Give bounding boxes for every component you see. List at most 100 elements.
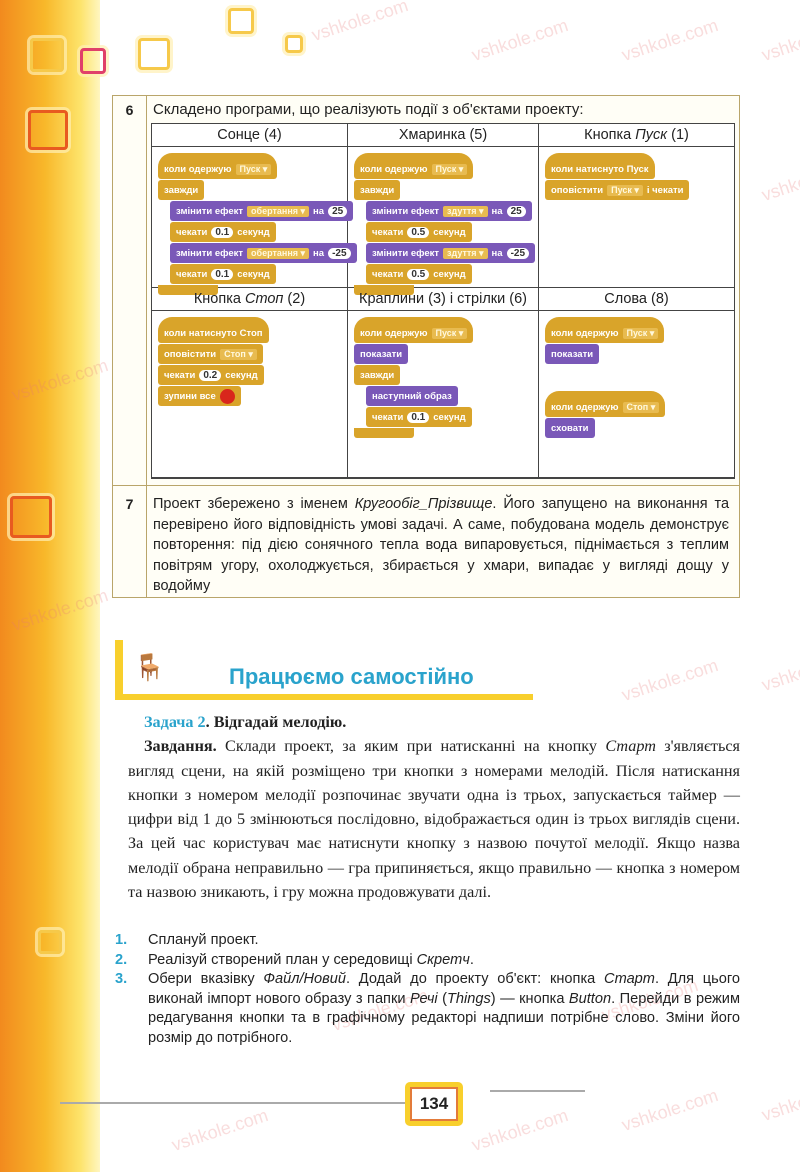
scratch-block: зупини все: [158, 386, 241, 406]
task-text: Задача 2. Відгадай мелодію. Завдання. Ск…: [128, 713, 740, 902]
block-text: чекати: [372, 268, 404, 280]
block-text: секунд: [433, 411, 466, 423]
block-text: змінити ефект: [372, 205, 440, 217]
block-text: секунд: [225, 369, 258, 381]
block-text: завжди: [360, 184, 395, 196]
block-number-input: 0.5: [407, 268, 430, 280]
block-text: на: [491, 247, 503, 259]
script-cell: коли натиснуто Пуск оповістити Пуск ▾ і чек…: [539, 147, 734, 288]
block-text: змінити ефект: [176, 205, 244, 217]
watermark: vshkole.com: [619, 1085, 721, 1135]
block-number-input: 0.5: [407, 226, 430, 238]
decorative-side-band: [0, 0, 100, 1172]
block-text: чекати: [372, 226, 404, 238]
block-text: змінити ефект: [372, 247, 440, 259]
scratch-script: коли одержую Пуск ▾ показати коли одержую Ст…: [545, 317, 666, 439]
block-text: коли одержую: [360, 163, 428, 175]
scratch-block: показати: [354, 344, 409, 364]
decor-square: [38, 930, 62, 954]
block-text: сховати: [551, 422, 589, 434]
watermark: vshkole.com: [169, 1105, 271, 1155]
block-number-input: -25: [328, 247, 351, 259]
block-text: чекати: [176, 226, 208, 238]
watermark: vshkole.com: [759, 645, 800, 695]
scratch-block: чекати 0.5 секунд: [366, 222, 472, 242]
header-text: Кнопка: [193, 291, 245, 307]
script-gap: [545, 365, 665, 391]
c-block-end: [354, 285, 414, 295]
block-text: коли натиснуто Стоп: [164, 327, 263, 339]
script-cell: коли одержую Пуск ▾ завжди змінити ефект обе…: [152, 147, 357, 295]
block-number-input: 0.1: [211, 226, 234, 238]
block-dropdown: обертання ▾: [247, 247, 310, 259]
decor-square: [228, 8, 254, 34]
stop-icon: [219, 388, 235, 404]
block-dropdown: Пуск ▾: [622, 327, 659, 339]
scratch-script: коли натиснуто Пуск оповістити Пуск ▾ і чек…: [545, 153, 690, 201]
decor-square: [285, 35, 303, 53]
block-dropdown: обертання ▾: [247, 205, 310, 217]
row-7-text: Проект збережено з іменем Кругообіг_Пріз…: [153, 496, 730, 594]
block-text: показати: [360, 348, 403, 360]
script-cell: коли одержую Пуск ▾ завжди змінити ефект зду…: [348, 147, 539, 295]
block-text: оповістити: [164, 348, 217, 360]
block-text: на: [491, 205, 503, 217]
scratch-block: коли одержую Пуск ▾: [158, 153, 278, 179]
decor-line: [490, 1090, 585, 1092]
scratch-block: коли натиснуто Стоп: [158, 317, 269, 343]
block-text: на: [313, 247, 325, 259]
row-number: 6: [125, 102, 134, 118]
scripts-grid: Сонце (4) Хмаринка (5) Кнопка Пуск (1) коли…: [151, 123, 735, 479]
scratch-block: оповістити Стоп ▾: [158, 344, 263, 364]
decor-square: [30, 38, 64, 72]
scratch-block: коли одержую Стоп ▾: [545, 391, 666, 417]
scratch-block: показати: [545, 344, 600, 364]
block-dropdown: Пуск ▾: [431, 163, 468, 175]
block-dropdown: Пуск ▾: [235, 163, 272, 175]
block-text: коли одержую: [551, 327, 619, 339]
c-block-end: [158, 285, 218, 295]
decor-square: [80, 48, 106, 74]
column-header: Хмаринка (5): [348, 124, 539, 147]
section-title: Працюємо самостійно: [229, 664, 474, 689]
header-text: Кнопка: [584, 127, 636, 143]
scratch-block: змінити ефект обертання ▾ на 25: [170, 201, 354, 221]
watermark: vshkole.com: [619, 655, 721, 705]
block-text: коли одержую: [164, 163, 232, 175]
watermark: vshkole.com: [759, 15, 800, 65]
block-text: секунд: [433, 268, 466, 280]
block-text: чекати: [372, 411, 404, 423]
block-text: оповістити: [551, 184, 604, 196]
block-dropdown: Пуск ▾: [431, 327, 468, 339]
scratch-block: змінити ефект здуття ▾ на 25: [366, 201, 532, 221]
scratch-block: коли одержую Пуск ▾: [354, 153, 474, 179]
watermark: vshkole.com: [619, 15, 721, 65]
scratch-block: сховати: [545, 418, 595, 438]
block-number-input: 25: [328, 205, 348, 217]
page-number: 134: [405, 1082, 463, 1126]
steps-list: 1. Сплануй проект. 2. Реалізуй створений п…: [115, 931, 740, 1048]
scratch-block: коли одержую Пуск ▾: [354, 317, 474, 343]
scratch-block: чекати 0.1 секунд: [366, 407, 472, 427]
column-header: Сонце (4): [152, 124, 348, 147]
script-cell: коли одержую Пуск ▾ показати завжди наступни…: [348, 311, 539, 478]
block-text: коли натиснуто Пуск: [551, 163, 649, 175]
block-text: на: [313, 205, 325, 217]
scratch-block: змінити ефект обертання ▾ на -25: [170, 243, 357, 263]
c-block-end: [354, 428, 414, 438]
column-header: Слова (8): [539, 288, 734, 311]
list-item: 1. Сплануй проект.: [115, 932, 259, 948]
block-dropdown: здуття ▾: [443, 205, 488, 217]
solution-table: 6 Складено програми, що реалізують події…: [112, 95, 740, 598]
list-item: 3. Обери вказівку Файл/Новий. Додай до пр…: [115, 971, 740, 1046]
watermark: vshkole.com: [309, 0, 411, 45]
scratch-script: коли одержую Пуск ▾ завжди змінити ефект обе…: [158, 153, 357, 295]
block-number-input: 0.1: [407, 411, 430, 423]
watermark: vshkole.com: [469, 1105, 571, 1155]
scratch-block: чекати 0.1 секунд: [170, 222, 276, 242]
block-dropdown: Стоп ▾: [220, 348, 257, 360]
watermark: vshkole.com: [759, 1075, 800, 1125]
row-6-title: Складено програми, що реалізують події з…: [153, 101, 584, 118]
scratch-block: завжди: [354, 365, 401, 385]
scratch-block: коли натиснуто Пуск: [545, 153, 655, 179]
